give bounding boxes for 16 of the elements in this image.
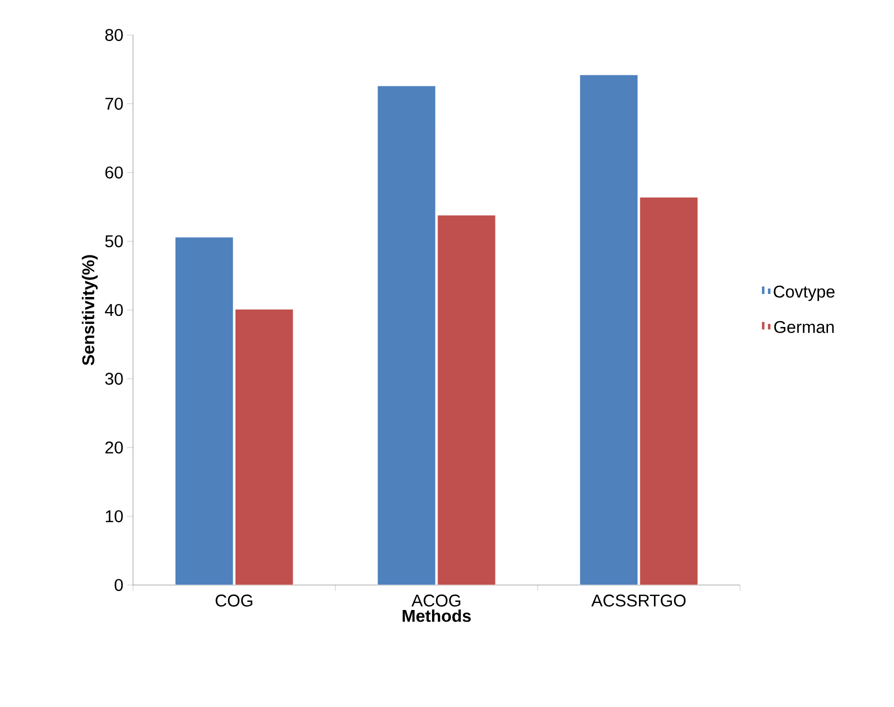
y-tick-label: 70 [105,98,123,110]
legend-label: German [774,320,834,334]
y-tick-label: 50 [105,235,123,248]
y-tick-label: 40 [104,304,123,316]
y-tick-label: 20 [105,441,123,454]
y-tick-label: 30 [105,372,123,385]
y-tick-label: 80 [105,28,123,42]
x-tick-label: ACSSRTGO [591,594,686,607]
y-tick-label: 60 [105,166,123,179]
y-tick-label: 0 [114,578,123,592]
x-tick-label: ACOG [412,594,460,607]
y-tick-label: 10 [106,510,123,522]
legend-label: Covtype [774,286,835,302]
x-axis-title: Methods [402,609,471,622]
y-axis-title: Sensitivity(%) [82,255,98,366]
x-tick-label: COG [216,594,252,607]
